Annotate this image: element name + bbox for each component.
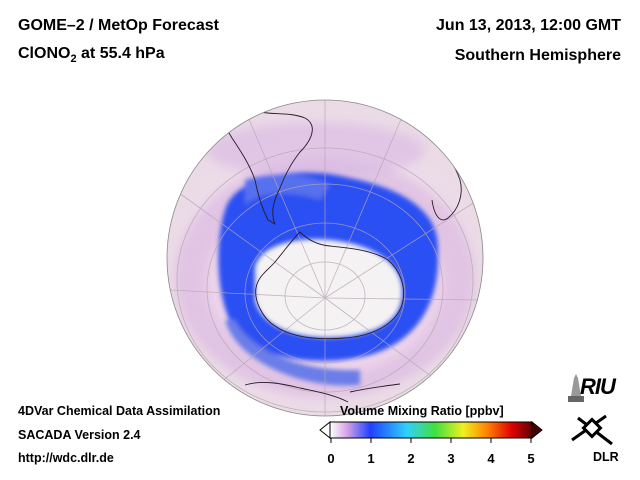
colorbar-ticks	[330, 438, 532, 443]
species-suffix: at 55.4 hPa	[76, 45, 165, 62]
colorbar-tick-label: 0	[327, 451, 335, 466]
colorbar-gradient	[329, 421, 533, 439]
colorbar-tick-label: 5	[527, 451, 535, 466]
colorbar-tick-label: 1	[367, 451, 375, 466]
dlr-logo-text: DLR	[593, 450, 619, 464]
polar-vortex-core	[255, 239, 403, 338]
colorbar-title: Volume Mixing Ratio [ppbv]	[340, 404, 504, 418]
colorbar-tick-label: 3	[447, 451, 455, 466]
dlr-logo-icon	[571, 414, 613, 446]
species-subscript: 2	[70, 53, 77, 66]
riu-logo-icon	[568, 374, 584, 402]
footer-url[interactable]: http://wdc.dlr.de	[18, 451, 114, 465]
species-label: ClONO2 at 55.4 hPa	[18, 45, 165, 65]
colorbar-left-arrow	[319, 421, 331, 440]
date-label: Jun 13, 2013, 12:00 GMT	[436, 17, 621, 34]
colorbar-tick-label: 2	[407, 451, 415, 466]
species-prefix: ClONO	[18, 45, 71, 62]
colorbar-right-arrow	[531, 421, 543, 440]
globe-outline	[166, 99, 484, 417]
footer-line1: 4DVar Chemical Data Assimilation	[18, 404, 221, 418]
riu-logo-text: RIU	[580, 374, 616, 399]
colorbar	[319, 421, 543, 443]
footer-line2: SACADA Version 2.4	[18, 428, 141, 442]
region-label: Southern Hemisphere	[454, 47, 621, 64]
graticule	[169, 100, 483, 416]
title-line1: GOME–2 / MetOp Forecast	[18, 17, 219, 34]
colorbar-tick-label: 4	[487, 451, 495, 466]
